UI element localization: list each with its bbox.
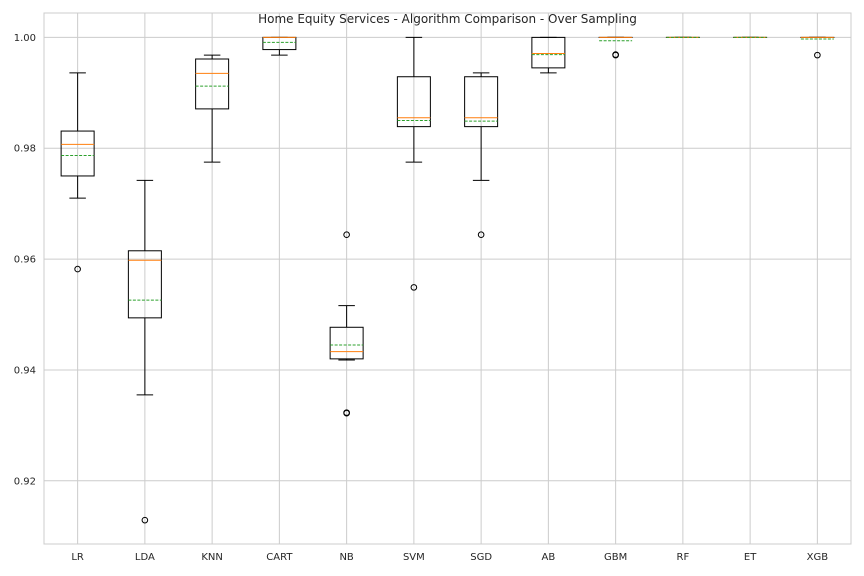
x-tick-label: NB [339, 552, 353, 563]
outlier-point [141, 516, 149, 524]
outlier-point [477, 231, 485, 239]
box-svm [396, 36, 431, 291]
y-tick-label: 1.00 [14, 33, 36, 44]
iqr-box [396, 76, 431, 128]
outlier-point [814, 51, 821, 59]
outlier-point [410, 284, 418, 291]
y-tick-label: 0.98 [14, 144, 36, 155]
x-tick-label: XGB [807, 552, 829, 563]
y-tick-label: 0.94 [14, 365, 36, 376]
x-tick-label: GBM [604, 552, 627, 563]
x-axis-ticks: LR LDA KNN CART NB SVM SGD AB GBM RF ET XGB [71, 552, 828, 563]
box-lda [127, 179, 162, 524]
x-tick-label: SGD [470, 552, 492, 563]
box-xgb [800, 36, 835, 59]
iqr-box [329, 326, 364, 360]
iqr-box [60, 130, 95, 177]
box-ab [531, 36, 566, 74]
outlier-point [343, 231, 350, 239]
y-tick-label: 0.92 [14, 476, 36, 487]
y-axis-ticks: 0.92 0.94 0.96 0.98 1.00 [14, 33, 36, 487]
outlier-point [343, 409, 350, 416]
iqr-box [127, 250, 162, 319]
box-nb [329, 231, 364, 417]
x-tick-label: RF [677, 552, 690, 563]
marks-layer [60, 36, 835, 524]
outlier-point [612, 51, 619, 58]
x-tick-label: SVM [403, 552, 425, 563]
box-gbm [598, 36, 633, 59]
chart-title: Home Equity Services - Algorithm Compari… [258, 12, 637, 26]
plot-frame [43, 12, 852, 545]
box-sgd [464, 72, 499, 239]
box-knn [195, 54, 230, 163]
x-tick-label: LR [71, 552, 84, 563]
box-cart [262, 36, 297, 56]
box-lr [60, 72, 95, 273]
y-tick-label: 0.96 [14, 255, 36, 266]
iqr-box [531, 36, 566, 69]
x-tick-label: CART [266, 552, 293, 563]
outlier-point [74, 265, 81, 273]
x-tick-label: KNN [201, 552, 223, 563]
x-tick-label: ET [744, 552, 757, 563]
x-tick-label: LDA [135, 552, 155, 563]
x-tick-label: AB [542, 552, 556, 563]
iqr-box [464, 76, 499, 128]
iqr-box [195, 58, 230, 110]
